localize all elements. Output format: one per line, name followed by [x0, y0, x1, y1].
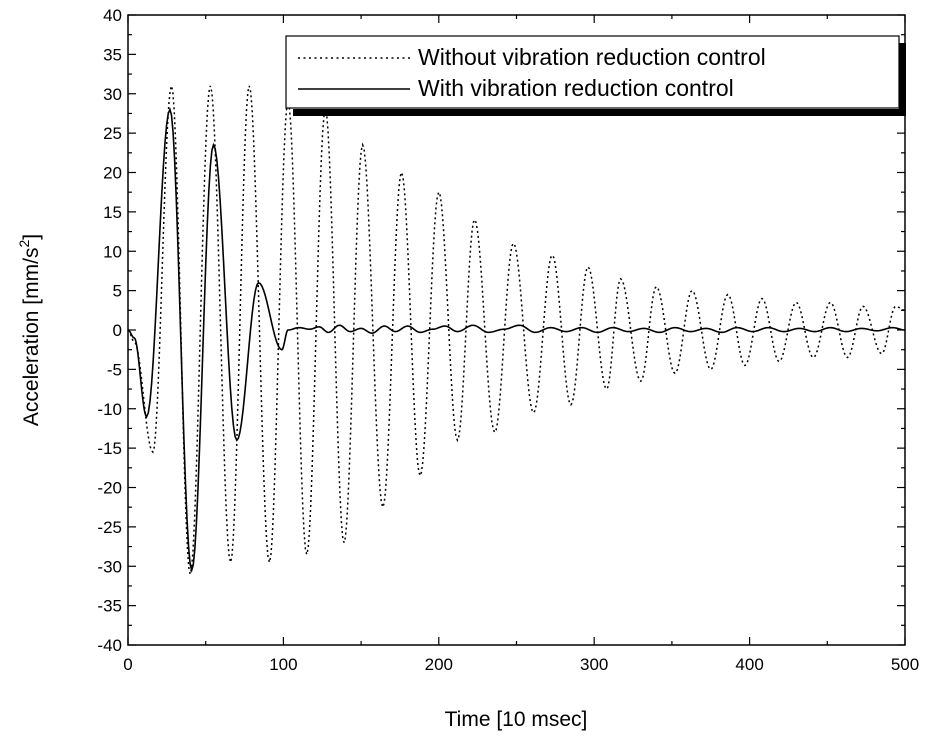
- plot-frame: [127, 14, 906, 646]
- y-axis-title-end: ]: [20, 234, 43, 240]
- y-tick-label: 40: [103, 6, 122, 25]
- legend: Without vibration reduction control With…: [285, 35, 906, 116]
- y-tick-label: -25: [97, 518, 122, 537]
- y-tick-label: -40: [97, 636, 122, 655]
- y-tick-label: 25: [103, 124, 122, 143]
- y-axis-title: Acceleration [mm/s2]: [16, 234, 43, 426]
- legend-label-without: Without vibration reduction control: [418, 44, 766, 70]
- x-tick-label: 200: [425, 655, 453, 674]
- y-tick-label: 30: [103, 85, 122, 104]
- legend-shadow-bottom: [293, 109, 906, 116]
- y-tick-label: -35: [97, 597, 122, 616]
- y-tick-label: -20: [97, 479, 122, 498]
- y-tick-label: 20: [103, 164, 122, 183]
- x-tick-label: 400: [735, 655, 763, 674]
- y-tick-label: -10: [97, 400, 122, 419]
- series-lines: [127, 85, 906, 575]
- series-line-without-control: [127, 85, 906, 575]
- y-tick-label: 10: [103, 242, 122, 261]
- y-tick-label: 35: [103, 45, 122, 64]
- x-tick-label: 300: [580, 655, 608, 674]
- y-tick-label: -15: [97, 439, 122, 458]
- y-tick-label: 5: [113, 282, 122, 301]
- y-axis-title-sup: 2: [16, 240, 32, 248]
- y-tick-label: 0: [113, 321, 122, 340]
- legend-shadow-right: [899, 43, 906, 116]
- x-tick-label: 0: [123, 655, 132, 674]
- y-tick-label: -30: [97, 557, 122, 576]
- legend-label-with: With vibration reduction control: [418, 75, 734, 101]
- y-axis-title-main: Acceleration [mm/s: [20, 248, 43, 427]
- legend-box: [285, 35, 900, 109]
- x-axis-title: Time [10 msec]: [445, 708, 588, 731]
- series-line-with-control: [127, 107, 906, 574]
- tick-labels: 0 100 200 300 400 500 -40 -35 -30 -25 -20 -15 -10 -5 0…: [97, 6, 919, 674]
- y-tick-label: -5: [107, 360, 122, 379]
- y-tick-label: 15: [103, 203, 122, 222]
- x-tick-label: 500: [891, 655, 919, 674]
- x-tick-label: 100: [269, 655, 297, 674]
